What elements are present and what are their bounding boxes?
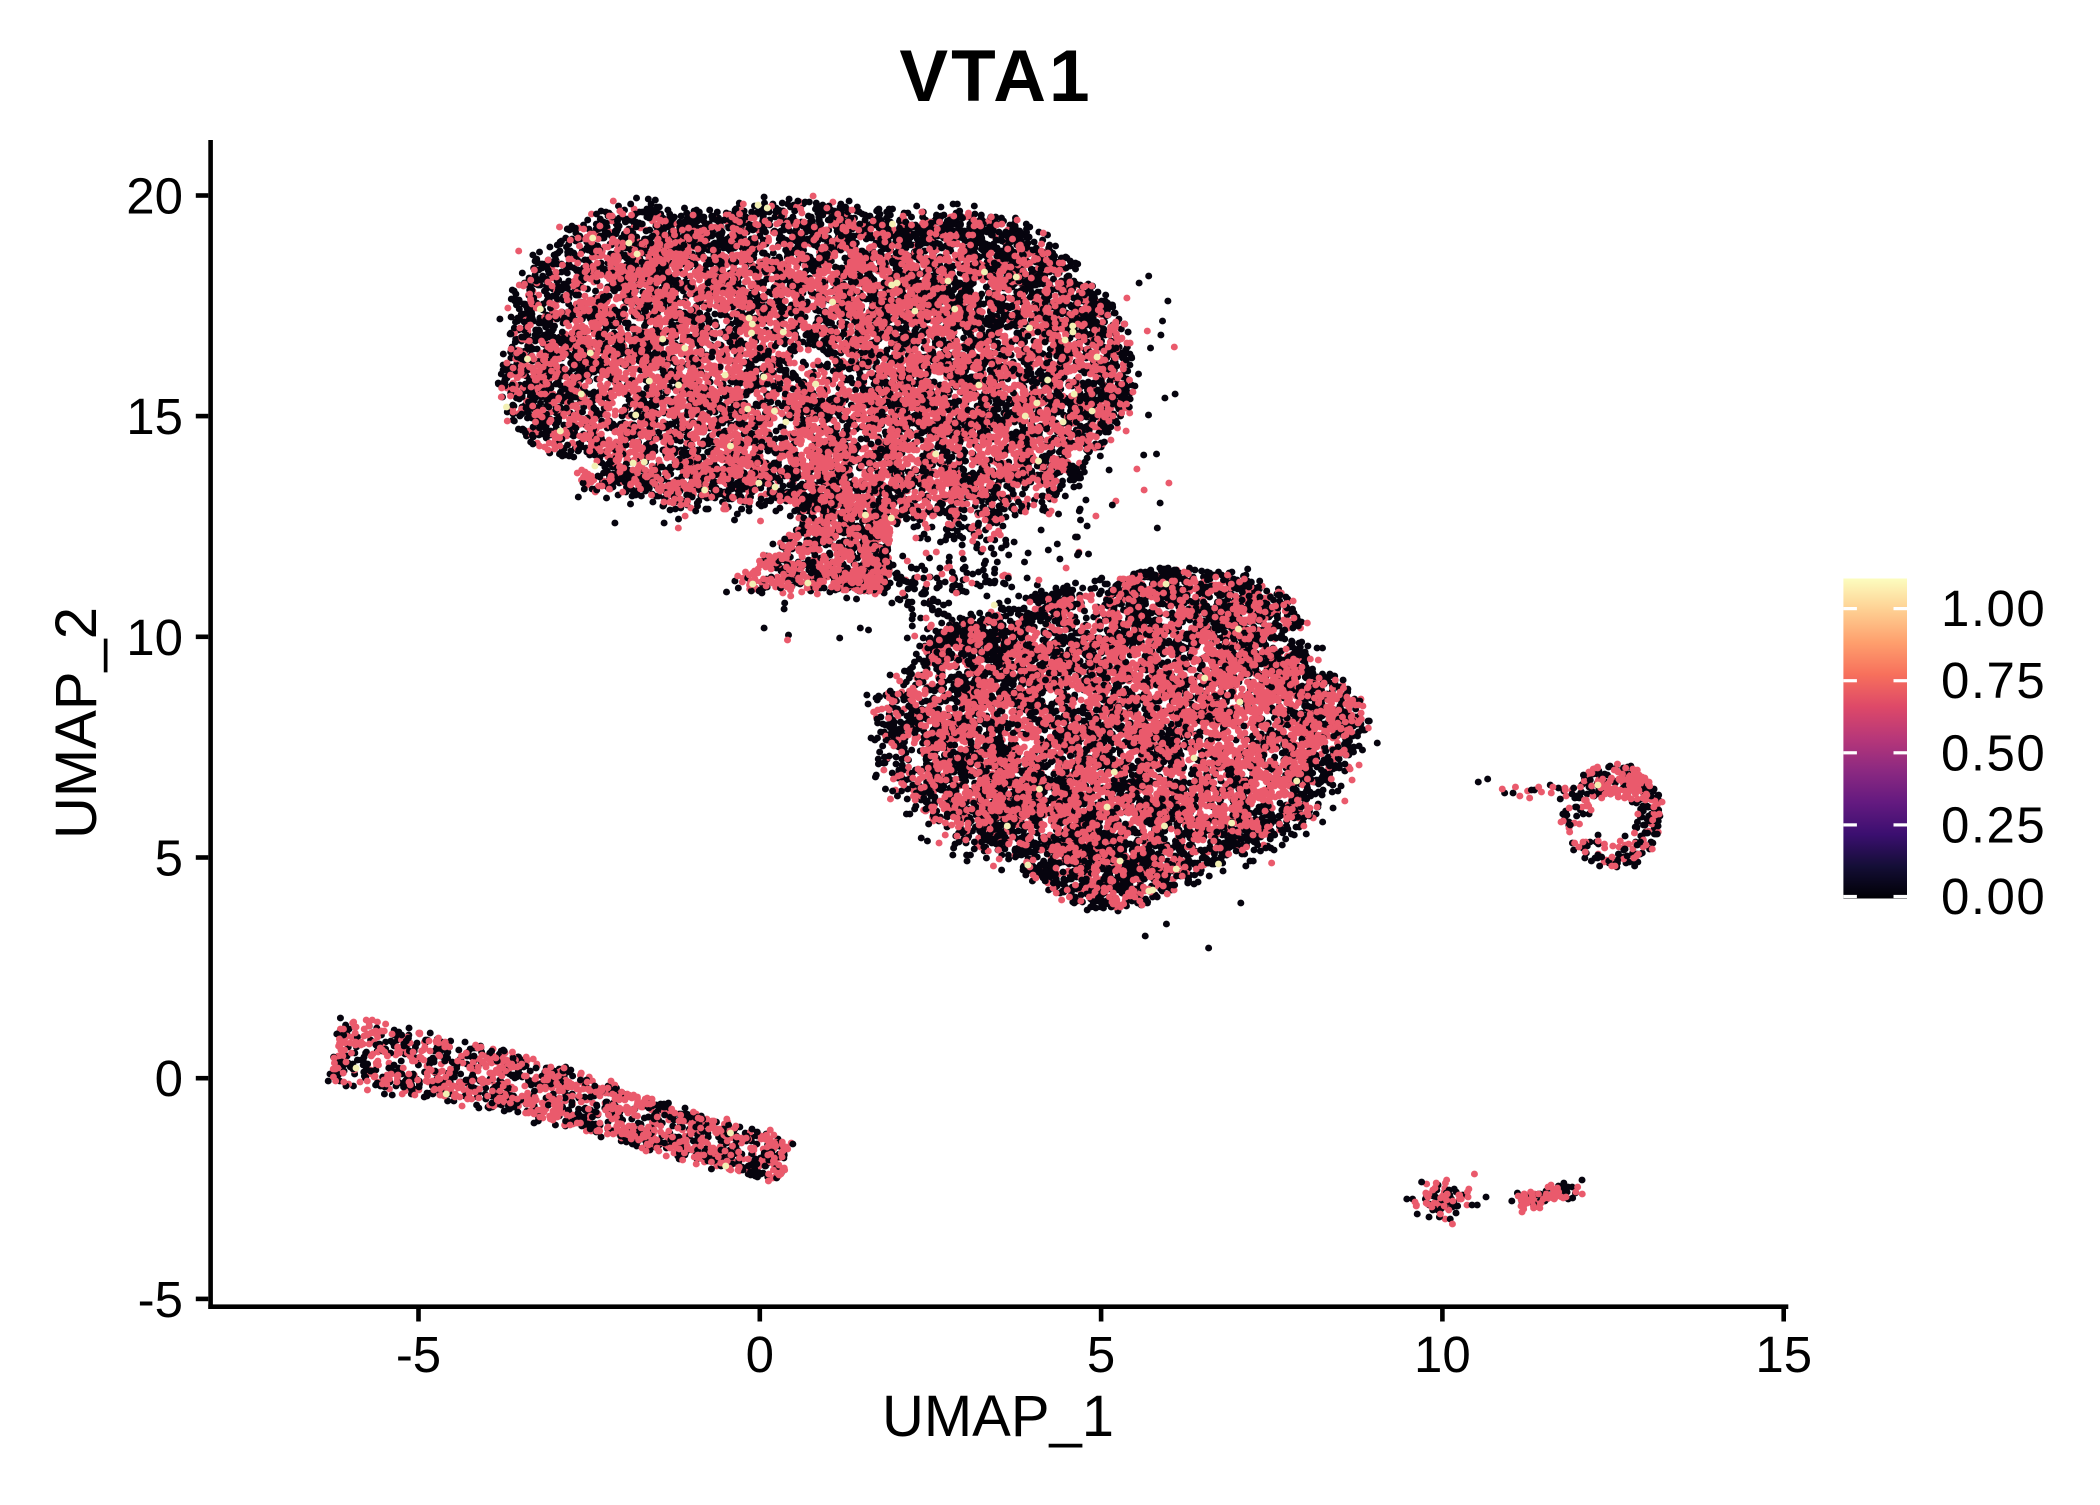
svg-text:1.00: 1.00: [1941, 580, 2046, 637]
svg-text:15: 15: [126, 388, 183, 445]
svg-text:0.75: 0.75: [1941, 652, 2046, 709]
svg-text:10: 10: [126, 609, 183, 666]
svg-text:-5: -5: [396, 1326, 441, 1383]
svg-text:UMAP_2: UMAP_2: [44, 607, 109, 839]
svg-text:0.50: 0.50: [1941, 724, 2046, 781]
svg-text:0: 0: [155, 1050, 183, 1107]
svg-text:5: 5: [155, 830, 183, 887]
svg-text:15: 15: [1755, 1326, 1812, 1383]
svg-text:5: 5: [1087, 1326, 1115, 1383]
svg-text:VTA1: VTA1: [899, 36, 1092, 117]
svg-text:10: 10: [1414, 1326, 1471, 1383]
svg-text:UMAP_1: UMAP_1: [882, 1384, 1114, 1449]
svg-text:0.00: 0.00: [1941, 868, 2046, 925]
svg-text:0: 0: [746, 1326, 774, 1383]
svg-text:0.25: 0.25: [1941, 796, 2046, 853]
svg-text:-5: -5: [138, 1271, 183, 1328]
svg-text:20: 20: [126, 168, 183, 225]
